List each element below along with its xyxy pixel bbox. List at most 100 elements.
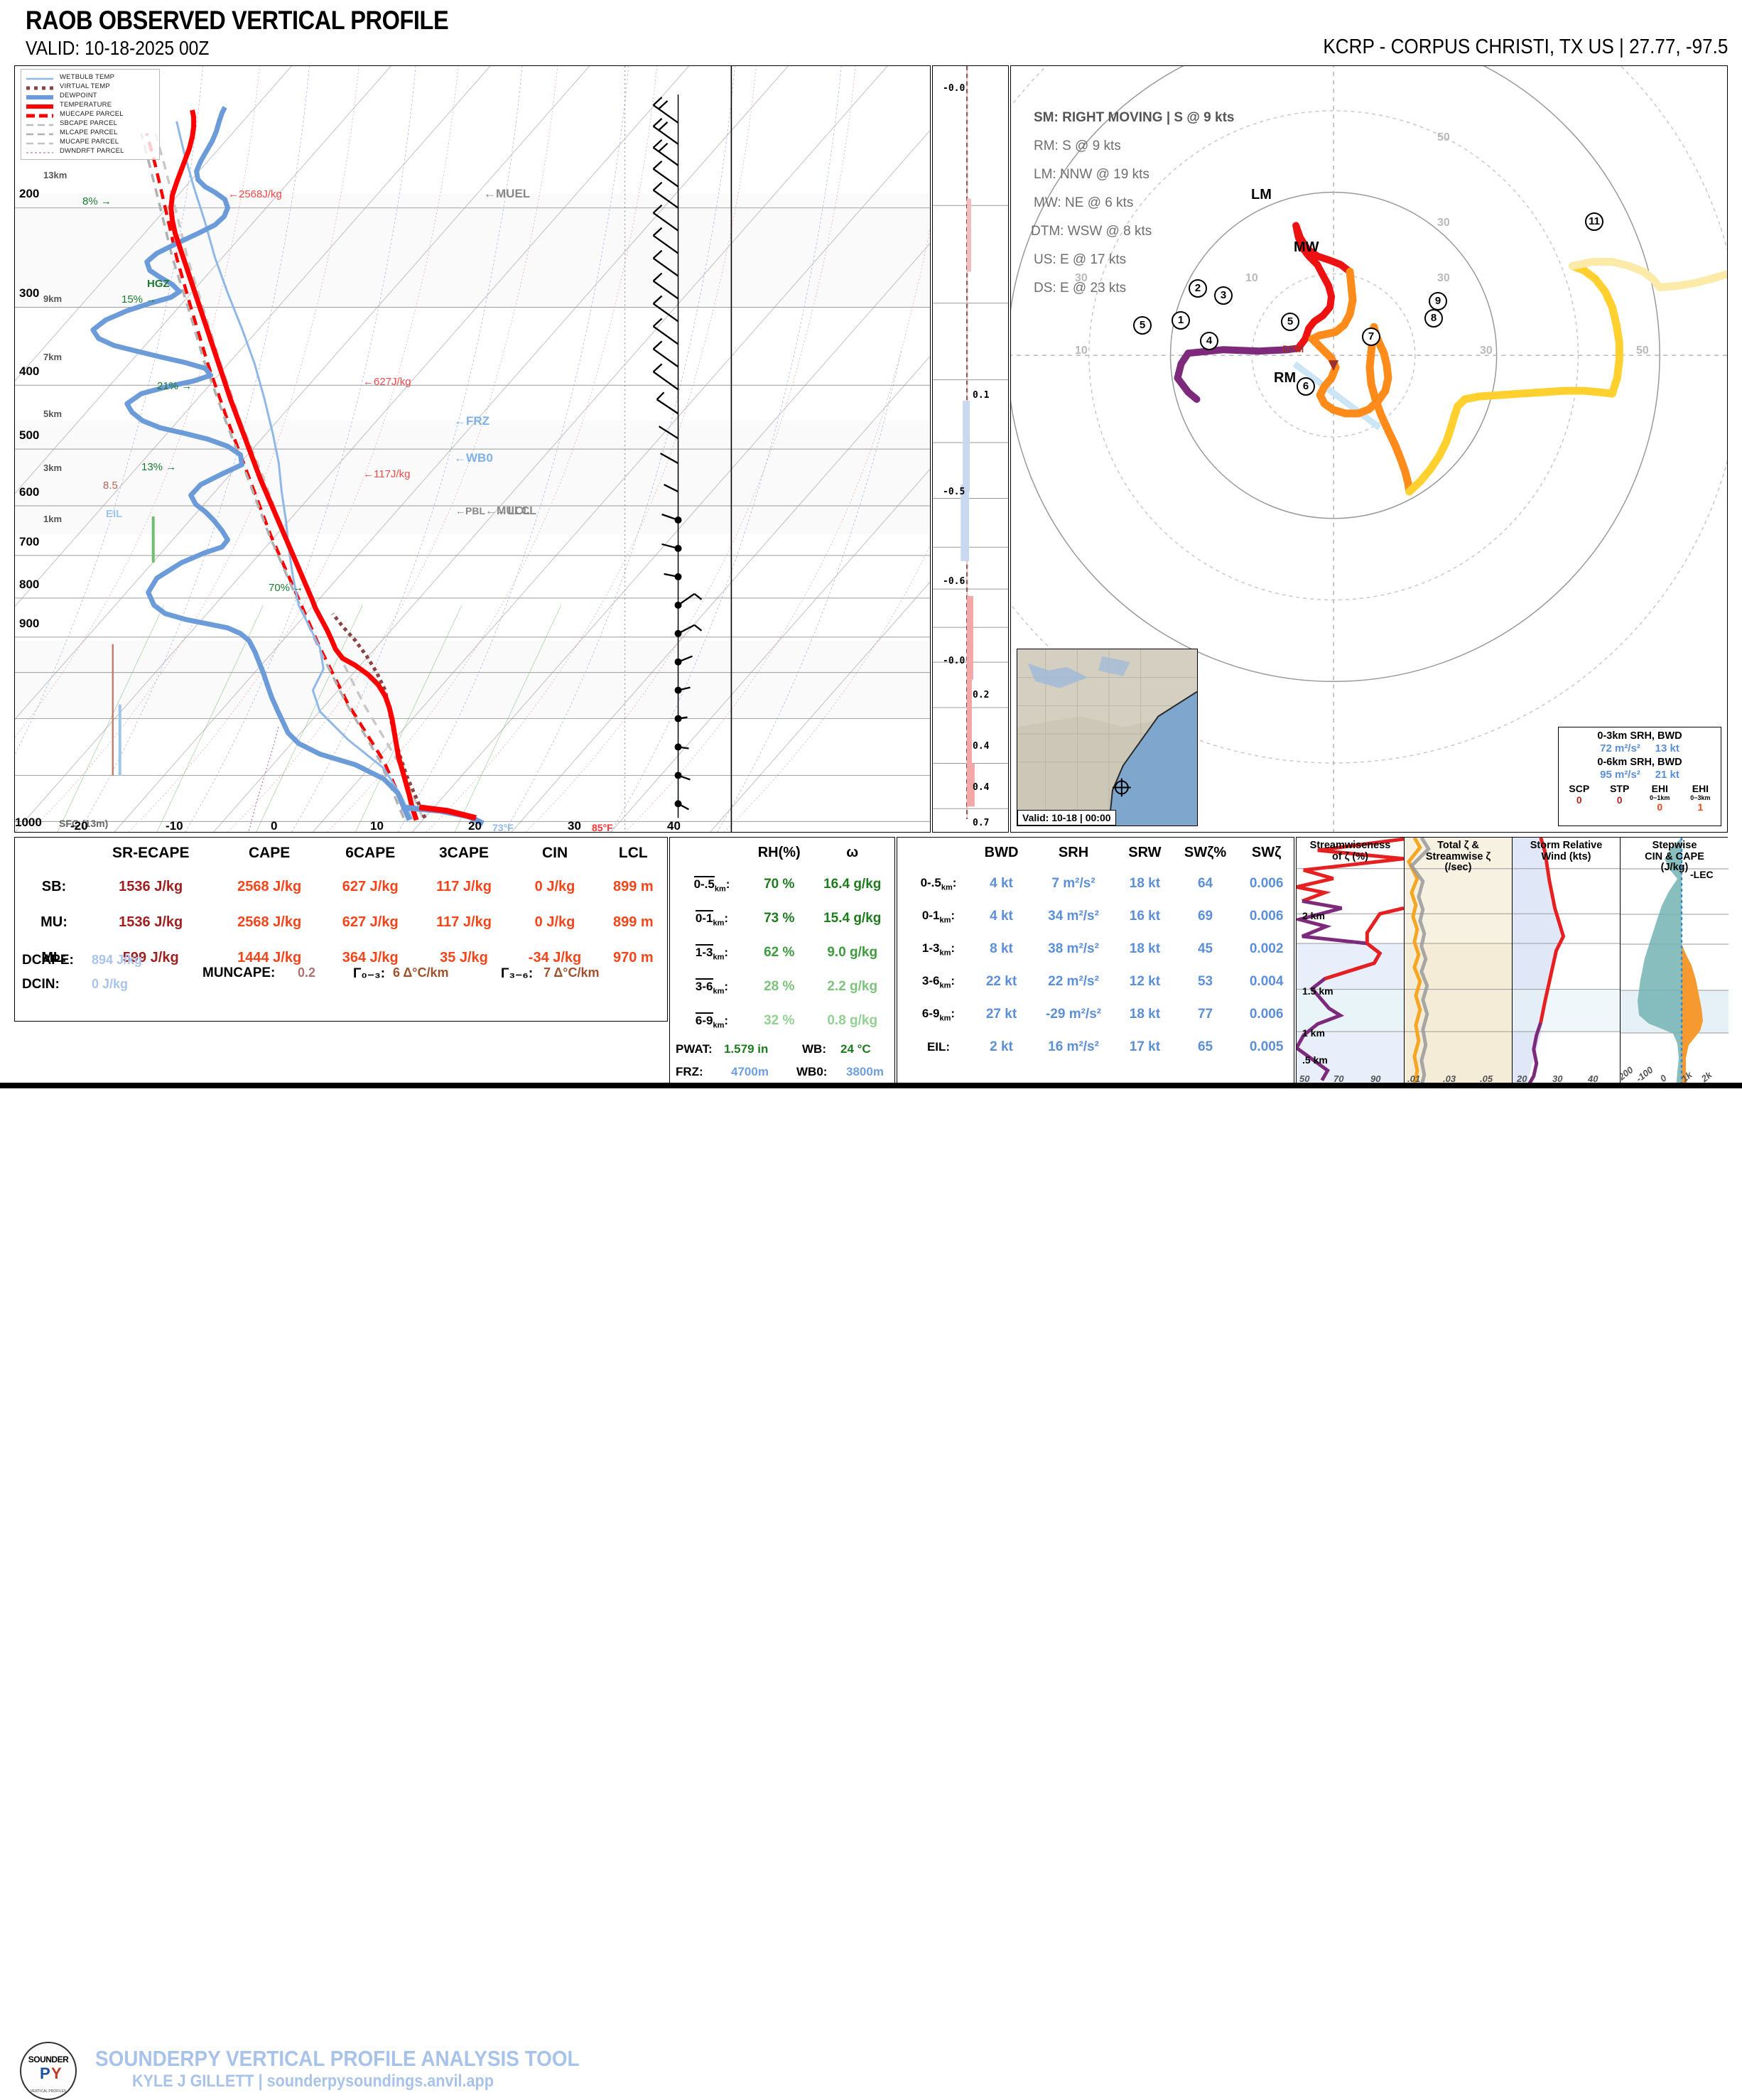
moisture-grid: RH(%) ω 0-.5km: 70 % 16.4 g/kg 0-1km: 73…	[670, 838, 894, 1038]
rh-annotation: 8% →	[82, 195, 112, 207]
stp-index: STP 0	[1610, 783, 1629, 813]
location-map-inset[interactable]: Valid: 10-18 | 00:00	[1017, 649, 1198, 826]
pressure-tick-600: 600	[19, 485, 40, 499]
table-row: SB: 1536 J/kg 2568 J/kg 627 J/kg 117 J/k…	[15, 869, 667, 904]
swz-0-05km: 0.006	[1249, 876, 1284, 891]
ehi-0-1km-index: EHI 0−1km 0	[1650, 783, 1670, 813]
row-label-6-9km: 6-9km:	[695, 1012, 729, 1030]
col-sr-ecape: SR-ECAPE	[112, 845, 190, 861]
height-label-05km: .5 km	[1302, 1054, 1328, 1066]
valid-time-label: VALID: 10-18-2025 00Z	[26, 37, 210, 59]
ring-label-50: 50	[1437, 131, 1450, 144]
storm-relative-wind-panel: Storm Relative Wind (kts) 20 30 40	[1513, 838, 1621, 1086]
mu-sr-ecape: 1536 J/kg	[119, 914, 183, 930]
table-row: 3-6km: 22 kt 22 m²/s² 12 kt 53 0.004	[897, 965, 1294, 998]
rh-0-1km: 73 %	[764, 911, 795, 926]
dcape-value: 894 J/kg	[92, 953, 143, 967]
ml-lcl: 970 m	[612, 949, 654, 965]
hodo-point-6: 6	[1297, 377, 1315, 396]
mw-label: MW: NE @ 6 kts	[1034, 195, 1134, 210]
height-label-9km: 9km	[43, 293, 63, 304]
sb-cape: 2568 J/kg	[237, 878, 302, 894]
table-row: MU: 1536 J/kg 2568 J/kg 627 J/kg 117 J/k…	[15, 904, 667, 940]
layer-label: 0-.5	[693, 875, 715, 891]
skewt-legend: WETBULB TEMP VIRTUAL TEMP DEWPOINT TEMPE…	[21, 69, 160, 160]
sb-cin: 0 J/kg	[534, 878, 575, 894]
stepwise-plot	[1621, 838, 1729, 1086]
col-omega: ω	[846, 844, 859, 860]
pressure-tick-900: 900	[19, 617, 40, 630]
skewt-panel[interactable]: WETBULB TEMP VIRTUAL TEMP DEWPOINT TEMPE…	[14, 65, 931, 833]
wb-value: 24 °C	[840, 1042, 871, 1056]
row-label-ml: ML:	[41, 949, 67, 965]
mw-marker: MW	[1294, 239, 1319, 255]
legend-item: TEMPERATURE	[25, 100, 156, 109]
streamwiseness-plot	[1297, 838, 1404, 1086]
sm-label: SM: RIGHT MOVING | S @ 9 kts	[1034, 110, 1235, 125]
hgz-label: HGZ	[147, 278, 170, 290]
hodograph-panel[interactable]: SM: RIGHT MOVING | S @ 9 kts RM: S @ 9 k…	[1010, 65, 1728, 833]
temp-tick-30: 30	[568, 819, 581, 833]
frz-label: ←FRZ	[454, 414, 490, 428]
table-row: 6-9km: 27 kt -29 m²/s² 18 kt 77 0.006	[897, 998, 1294, 1031]
mu-6cape: 627 J/kg	[342, 914, 399, 930]
cape3-annotation: ←117J/kg	[363, 468, 411, 480]
sfc-temperature-f: 85°F	[592, 822, 613, 833]
lec-label: -LEC	[1690, 869, 1714, 880]
hodo-point-2: 2	[1189, 279, 1207, 298]
mu-3cape: 117 J/kg	[436, 914, 492, 930]
scp-label: SCP	[1569, 783, 1590, 794]
layer-label: 0-1	[695, 909, 713, 925]
row-label-mu: MU:	[40, 914, 67, 930]
ml-cape: 1444 J/kg	[237, 949, 302, 965]
col-3cape: 3CAPE	[438, 845, 489, 861]
stepwise-cin-cape-panel: Stepwise CIN & CAPE (J/kg) -LEC -200 -100 …	[1621, 838, 1729, 1086]
rh-1-3km: 62 %	[764, 945, 795, 960]
table-row: 0-.5km: 4 kt 7 m²/s² 18 kt 64 0.006	[897, 867, 1294, 900]
temp-tick--10: -10	[166, 819, 183, 833]
ring-label-50: 50	[1636, 345, 1649, 357]
col-6cape: 6CAPE	[345, 845, 396, 861]
ring-label-30: 30	[1437, 217, 1450, 229]
ml-6cape: 364 J/kg	[342, 949, 399, 965]
swz-6-9km: 0.006	[1249, 1007, 1284, 1022]
table-row: 1-3km: 8 kt 38 m²/s² 18 kt 45 0.002	[897, 933, 1294, 965]
height-label-2km: 2 km	[1302, 910, 1325, 921]
swzpct-3-6km: 53	[1197, 974, 1213, 989]
row-label-sb: SB:	[41, 878, 67, 894]
layer-label: 1-3	[695, 943, 713, 959]
wind-shear-table: BWD SRH SRW SWζ% SWζ 0-.5km: 4 kt 7 m²/s…	[897, 837, 1294, 1087]
virtualtemp-swatch	[25, 82, 55, 90]
tick-90: 90	[1370, 1073, 1381, 1084]
layer-label: 3-6	[921, 973, 940, 987]
lm-label: LM: NNW @ 19 kts	[1034, 167, 1149, 182]
table-header-row: SR-ECAPE CAPE 6CAPE 3CAPE CIN LCL	[15, 838, 667, 869]
logo-text-top: SOUNDER	[28, 2055, 69, 2064]
omega-value: 0.2	[973, 690, 990, 700]
row-label-1-3km: 1-3km:	[695, 943, 729, 962]
legend-item: MLCAPE PARCEL	[25, 128, 156, 137]
row-label-3-6km: 3-6km:	[695, 978, 729, 996]
ehi-0-1km-sub: 0−1km	[1650, 794, 1670, 801]
layer-label: 1-3	[921, 941, 940, 955]
logo-text-bottom: VERTICAL PROFILES	[30, 2089, 67, 2094]
brand-line-2: KYLE J GILLETT | sounderpysoundings.anvi…	[132, 2072, 494, 2091]
col-cape: CAPE	[248, 845, 291, 861]
srw-0-1km: 16 kt	[1129, 909, 1161, 924]
sbcape-parcel-swatch	[25, 119, 55, 127]
layer-label: EIL	[926, 1040, 946, 1054]
bwd-1-3km: 8 kt	[990, 941, 1013, 956]
srh-0-6km-value: 95 m²/s²	[1600, 769, 1640, 781]
rh-annotation: 15% →	[121, 293, 157, 305]
thermo-grid: SR-ECAPE CAPE 6CAPE 3CAPE CIN LCL SB: 15…	[15, 838, 667, 975]
tick-03: .03	[1443, 1073, 1456, 1084]
streamwiseness-panel: Streamwiseness of ζ (%) 2 km 1.5 km 1 km …	[1297, 838, 1405, 1086]
tick-01: .01	[1407, 1073, 1421, 1084]
layer-sub: km	[939, 916, 951, 925]
row-label-6-9km: 6-9km:	[921, 1006, 956, 1023]
col-swz: SWζ	[1251, 844, 1282, 860]
col-cin: CIN	[541, 845, 568, 861]
mucape-parcel-swatch	[25, 138, 55, 146]
table-row: 1-3km: 62 % 9.0 g/kg	[670, 936, 894, 970]
pressure-tick-200: 200	[19, 187, 40, 200]
